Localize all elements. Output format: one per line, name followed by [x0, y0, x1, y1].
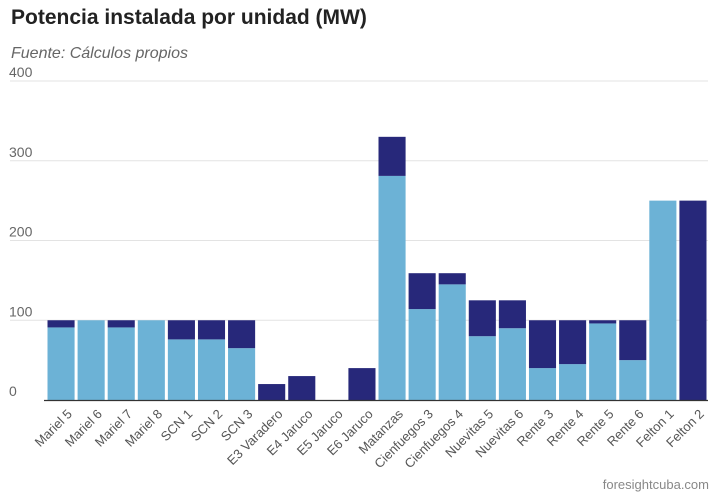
bar-segment-light [137, 320, 165, 400]
bar-segment-light [438, 284, 466, 400]
bar-segment-light [649, 200, 677, 400]
bar-segment-dark [288, 376, 316, 400]
bar-segment-dark [438, 273, 466, 285]
y-tick-label: 400 [9, 64, 33, 80]
bar-segment-light [559, 364, 587, 400]
chart-subtitle: Fuente: Cálculos propios [11, 45, 188, 62]
bar-segment-dark [197, 320, 226, 340]
source-credit: foresightcuba.com [602, 477, 709, 492]
bar-segment-dark [408, 273, 436, 310]
bar-segment-light [77, 320, 105, 400]
bar-segment-dark [679, 200, 707, 400]
y-tick-label: 0 [9, 383, 17, 399]
bar-segment-light [619, 360, 647, 400]
bars [47, 136, 707, 400]
bar-segment-dark [378, 136, 406, 176]
x-tick-label: SCN 1 [158, 406, 196, 444]
bar-segment-dark [528, 320, 557, 369]
bar-segment-light [589, 323, 617, 400]
bar-segment-dark [47, 320, 75, 328]
bar-segment-dark [498, 300, 526, 329]
bar-segment-light [468, 336, 496, 400]
bar-segment-dark [589, 320, 617, 324]
bar-segment-light [228, 348, 256, 400]
y-tick-label: 100 [9, 303, 33, 319]
bar-segment-light [528, 368, 557, 400]
bar-segment-dark [167, 320, 195, 340]
bar-segment-light [378, 175, 406, 400]
bar-segment-dark [559, 320, 587, 365]
bar-segment-dark [228, 320, 256, 349]
bar-segment-dark [468, 300, 496, 337]
y-tick-label: 300 [9, 144, 33, 160]
bar-segment-light [498, 328, 526, 400]
bar-segment-dark [107, 320, 135, 328]
bar-segment-light [47, 327, 75, 400]
y-tick-label: 200 [9, 224, 33, 240]
bar-segment-light [408, 309, 436, 400]
bar-segment-dark [348, 368, 376, 400]
chart-title: Potencia instalada por unidad (MW) [11, 6, 367, 29]
x-tick-label: SCN 2 [188, 406, 226, 444]
bar-segment-dark [258, 384, 286, 400]
bar-segment-light [197, 339, 226, 400]
bar-segment-dark [619, 320, 647, 361]
y-axis-ticks: 0 100 200 300 400 [9, 64, 33, 399]
grid-lines [10, 80, 708, 321]
bar-segment-light [107, 327, 135, 400]
bar-segment-light [167, 339, 195, 400]
